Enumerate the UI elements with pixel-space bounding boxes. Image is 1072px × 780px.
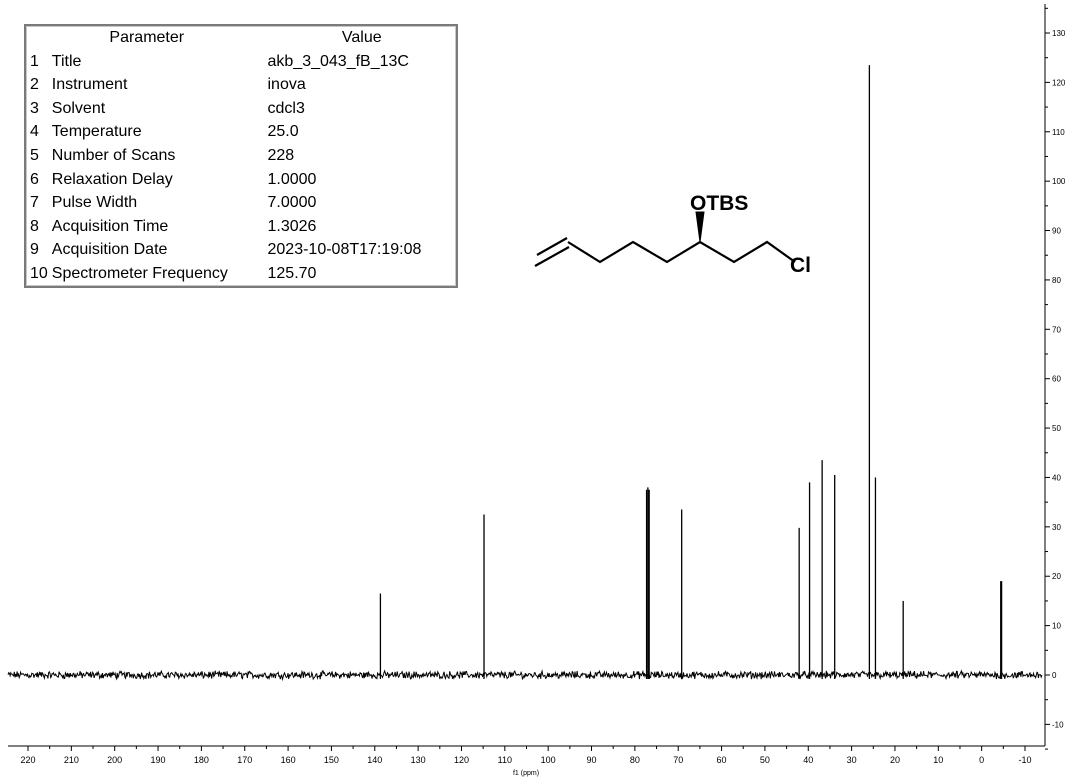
y-tick-label: 40 (1052, 473, 1061, 482)
spectrum-peaks (379, 65, 1003, 679)
row-parameter: Acquisition Time (51, 217, 169, 235)
header-parameter: Parameter (109, 29, 185, 46)
baseline-noise (7, 669, 1043, 682)
x-tick-label: 150 (324, 755, 339, 765)
x-tick-label: 190 (151, 755, 166, 765)
x-axis-label: f1 (ppm) (513, 770, 539, 777)
y-tick-label: 0 (1052, 671, 1057, 680)
parameter-table: Parameter Value 1 Title akb_3_043_fB_13C… (24, 24, 458, 288)
y-axis-ticks: -10 0 10 20 30 40 50 60 70 80 90 100 110 120 130 (1045, 7, 1066, 750)
row-value: 2023-10-08T17:19:08 (267, 241, 422, 259)
x-tick-label: 20 (890, 755, 900, 765)
row-parameter: Temperature (51, 123, 142, 141)
row-index: 1 (30, 52, 39, 70)
x-tick-label: -10 (1018, 755, 1031, 765)
row-value: inova (267, 76, 306, 94)
row-parameter: Pulse Width (51, 194, 138, 212)
x-tick-label: 140 (367, 755, 382, 765)
x-tick-label: 30 (847, 755, 857, 765)
chemical-structure (534, 211, 796, 267)
x-tick-label: 120 (454, 755, 469, 765)
x-tick-label: 200 (107, 755, 122, 765)
header-value: Value (341, 29, 382, 46)
table-row: 1 Title akb_3_043_fB_13C (26, 50, 456, 74)
y-tick-label: 70 (1052, 325, 1061, 334)
row-index: 10 (30, 264, 48, 282)
row-value: 1.3026 (267, 217, 317, 235)
y-tick-label: 120 (1052, 78, 1066, 87)
y-tick-label: -10 (1052, 720, 1064, 729)
x-axis: 220 210 200 190 180 170 160 150 140 130 120 110 100 9… (8, 745, 1045, 777)
y-tick-label: 90 (1052, 227, 1061, 236)
x-tick-label: 80 (630, 755, 640, 765)
row-value: akb_3_043_fB_13C (267, 52, 409, 70)
x-tick-label: 50 (760, 755, 770, 765)
row-value: 1.0000 (267, 170, 317, 188)
row-index: 7 (30, 194, 39, 212)
chlorine-label: Cl (790, 254, 811, 277)
x-tick-label: 160 (281, 755, 296, 765)
x-tick-label: 90 (587, 755, 597, 765)
row-value: 228 (267, 146, 295, 164)
row-index: 9 (30, 241, 39, 259)
row-index: 6 (30, 170, 39, 188)
x-tick-label: 40 (803, 755, 813, 765)
y-tick-label: 130 (1052, 29, 1066, 38)
table-row: 7 Pulse Width 7.0000 (26, 191, 456, 215)
y-tick-label: 100 (1052, 177, 1066, 186)
y-axis: -10 0 10 20 30 40 50 60 70 80 90 100 110 120 130 (1044, 4, 1066, 750)
row-parameter: Title (51, 52, 82, 70)
row-parameter: Solvent (51, 99, 106, 117)
y-tick-label: 110 (1052, 128, 1065, 137)
table-row: 9 Acquisition Date 2023-10-08T17:19:08 (26, 238, 456, 262)
x-tick-label: 220 (20, 755, 35, 765)
x-tick-label: 10 (933, 755, 943, 765)
x-tick-label: 180 (194, 755, 209, 765)
table-row: 3 Solvent cdcl3 (26, 97, 456, 121)
y-tick-label: 80 (1052, 276, 1061, 285)
x-tick-label: 60 (717, 755, 727, 765)
row-parameter: Acquisition Date (51, 241, 168, 259)
row-value: 25.0 (267, 123, 299, 141)
row-index: 3 (30, 99, 39, 117)
x-tick-label: 0 (979, 755, 984, 765)
row-parameter: Spectrometer Frequency (51, 264, 228, 282)
x-tick-label: 100 (541, 755, 556, 765)
table-row: 10 Spectrometer Frequency 125.70 (26, 262, 456, 286)
table-row: 5 Number of Scans 228 (26, 144, 456, 168)
table-row: 8 Acquisition Time 1.3026 (26, 215, 456, 239)
row-parameter: Instrument (51, 76, 128, 94)
x-tick-label: 170 (237, 755, 252, 765)
row-index: 4 (30, 123, 39, 141)
row-value: 125.70 (267, 264, 317, 282)
y-tick-label: 50 (1052, 424, 1061, 433)
x-axis-ticks: 220 210 200 190 180 170 160 150 140 130 120 110 100 9… (20, 746, 1032, 765)
row-value: cdcl3 (267, 99, 305, 117)
row-parameter: Number of Scans (51, 146, 176, 164)
y-tick-label: 10 (1052, 622, 1061, 631)
x-tick-label: 70 (673, 755, 683, 765)
otbs-label: OTBS (690, 192, 748, 215)
baseline-trace (7, 669, 1043, 682)
table-row: 2 Instrument inova (26, 73, 456, 97)
row-parameter: Relaxation Delay (51, 170, 173, 188)
row-index: 2 (30, 76, 39, 94)
row-index: 5 (30, 146, 39, 164)
x-tick-label: 110 (498, 755, 512, 765)
row-index: 8 (30, 217, 39, 235)
row-value: 7.0000 (267, 194, 317, 212)
table-row: 6 Relaxation Delay 1.0000 (26, 168, 456, 192)
y-tick-label: 60 (1052, 375, 1061, 384)
table-row: 4 Temperature 25.0 (26, 120, 456, 144)
x-tick-label: 210 (64, 755, 79, 765)
y-tick-label: 30 (1052, 523, 1061, 532)
table-header-row: Parameter Value (26, 26, 456, 50)
y-tick-label: 20 (1052, 572, 1061, 581)
x-tick-label: 130 (411, 755, 426, 765)
